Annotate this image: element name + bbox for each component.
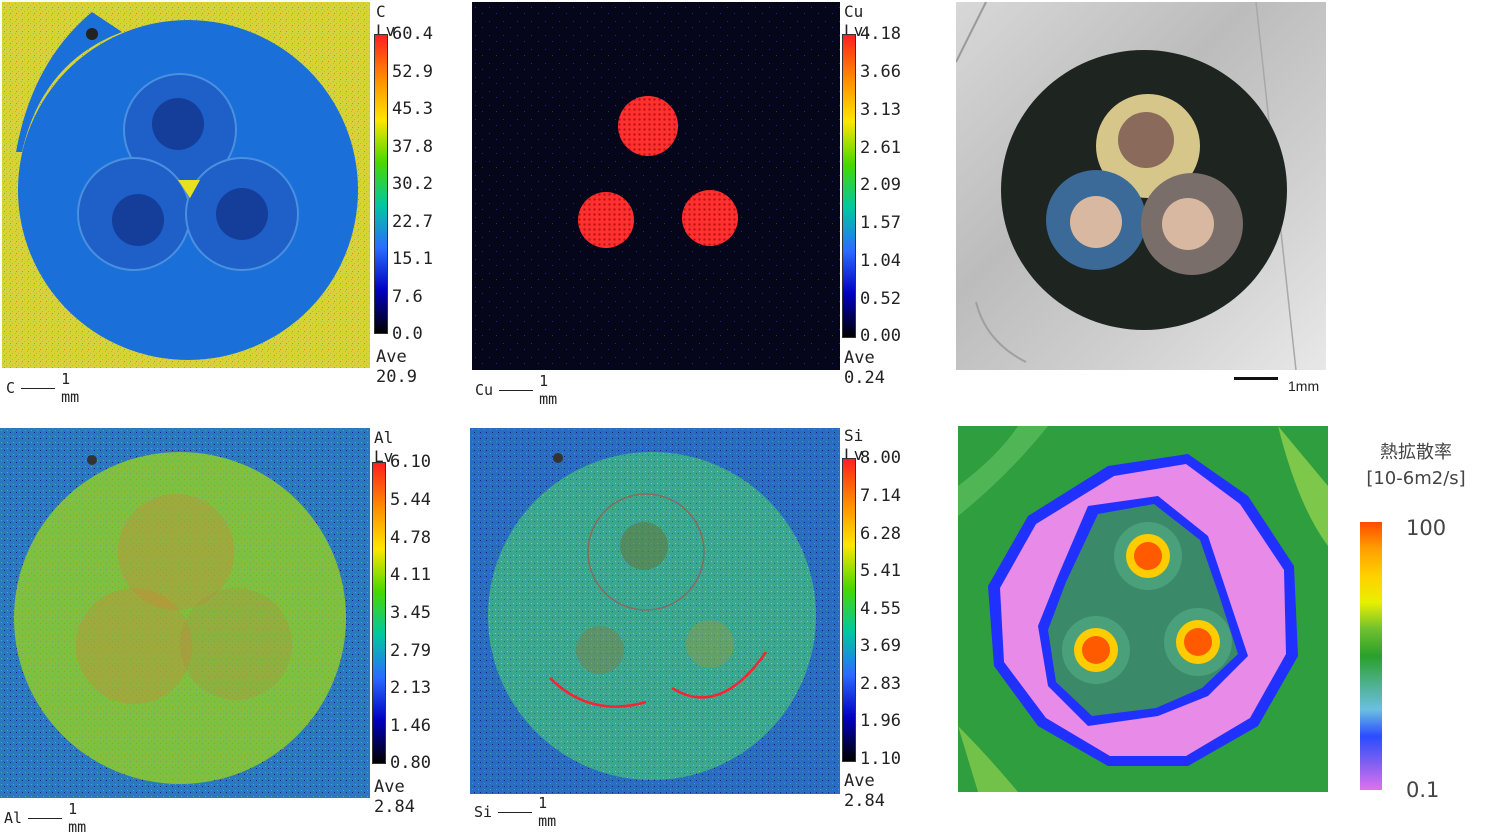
c-scale-length: 1 mm [61, 370, 80, 406]
c-tick-8: 0.0 [392, 324, 423, 344]
si-average: Ave 2.84 [844, 771, 885, 811]
si-tick-4: 4.55 [860, 599, 901, 619]
al-tick-7: 1.46 [390, 716, 431, 736]
al-tick-0: 6.10 [390, 452, 431, 472]
al-map-image [0, 428, 370, 798]
cu-tick-4: 2.09 [860, 175, 901, 195]
si-colorbar [842, 458, 856, 762]
al-scale-element: Al [4, 809, 23, 827]
al-average: Ave 2.84 [374, 777, 415, 817]
al-tick-4: 3.45 [390, 603, 431, 623]
al-level-title: Al Lv. [374, 428, 403, 466]
cu-tick-7: 0.52 [860, 289, 901, 309]
c-tick-5: 22.7 [392, 212, 433, 232]
c-scale-line [21, 387, 56, 389]
c-average: Ave 20.9 [376, 347, 417, 387]
cu-tick-5: 1.57 [860, 213, 901, 233]
al-tick-2: 4.78 [390, 528, 431, 548]
al-tick-8: 0.80 [390, 753, 431, 773]
cu-tick-0: 4.18 [860, 24, 901, 44]
cu-average: Ave 0.24 [844, 348, 885, 388]
thermal-title-line1: 熱拡散率 [1380, 442, 1452, 463]
cu-scale-bar: Cu 1 mm [475, 372, 567, 408]
c-tick-3: 37.8 [392, 137, 433, 157]
photo-scale-label: 1mm [1288, 378, 1320, 394]
si-scale-line [498, 811, 533, 813]
c-map-image [2, 2, 370, 368]
cu-tick-1: 3.66 [860, 62, 901, 82]
thermal-colorbar [1360, 522, 1382, 790]
thermal-title: 熱拡散率 [10-6m2/s] [1354, 440, 1478, 492]
cu-scale-line [499, 389, 534, 391]
al-scale-line [28, 817, 63, 819]
c-scale-bar: C 1 mm [6, 370, 89, 406]
cu-scale-element: Cu [475, 381, 494, 399]
si-tick-2: 6.28 [860, 524, 901, 544]
si-tick-7: 1.96 [860, 711, 901, 731]
al-tick-1: 5.44 [390, 490, 431, 510]
c-tick-1: 52.9 [392, 62, 433, 82]
cu-tick-8: 0.00 [860, 326, 901, 346]
al-tick-5: 2.79 [390, 641, 431, 661]
cu-scale-length: 1 mm [539, 372, 558, 408]
cu-tick-3: 2.61 [860, 138, 901, 158]
c-tick-6: 15.1 [392, 249, 433, 269]
c-colorbar [374, 34, 388, 334]
photo-scale-bar [1234, 377, 1278, 380]
si-tick-8: 1.10 [860, 749, 901, 769]
c-tick-2: 45.3 [392, 99, 433, 119]
thermal-min-label: 0.1 [1406, 778, 1440, 802]
si-scale-element: Si [474, 803, 493, 821]
si-map-image [470, 428, 840, 794]
cu-map-image [472, 2, 840, 370]
thermal-max-label: 100 [1406, 516, 1447, 540]
cu-tick-2: 3.13 [860, 100, 901, 120]
c-tick-4: 30.2 [392, 174, 433, 194]
al-scale-bar: Al 1 mm [4, 800, 96, 836]
cu-colorbar [842, 34, 856, 338]
al-tick-6: 2.13 [390, 678, 431, 698]
cu-tick-6: 1.04 [860, 251, 901, 271]
cable-photo [956, 2, 1326, 370]
si-scale-length: 1 mm [538, 794, 557, 830]
si-tick-3: 5.41 [860, 561, 901, 581]
al-scale-length: 1 mm [68, 800, 87, 836]
si-tick-0: 8.00 [860, 448, 901, 468]
si-scale-bar: Si 1 mm [474, 794, 566, 830]
c-tick-7: 7.6 [392, 287, 423, 307]
thermal-map-image [958, 426, 1328, 792]
al-tick-3: 4.11 [390, 565, 431, 585]
si-tick-5: 3.69 [860, 636, 901, 656]
thermal-title-line2: [10-6m2/s] [1366, 468, 1466, 489]
al-colorbar [372, 462, 386, 764]
si-tick-1: 7.14 [860, 486, 901, 506]
si-tick-6: 2.83 [860, 674, 901, 694]
c-tick-0: 60.4 [392, 24, 433, 44]
c-scale-element: C [6, 379, 16, 397]
